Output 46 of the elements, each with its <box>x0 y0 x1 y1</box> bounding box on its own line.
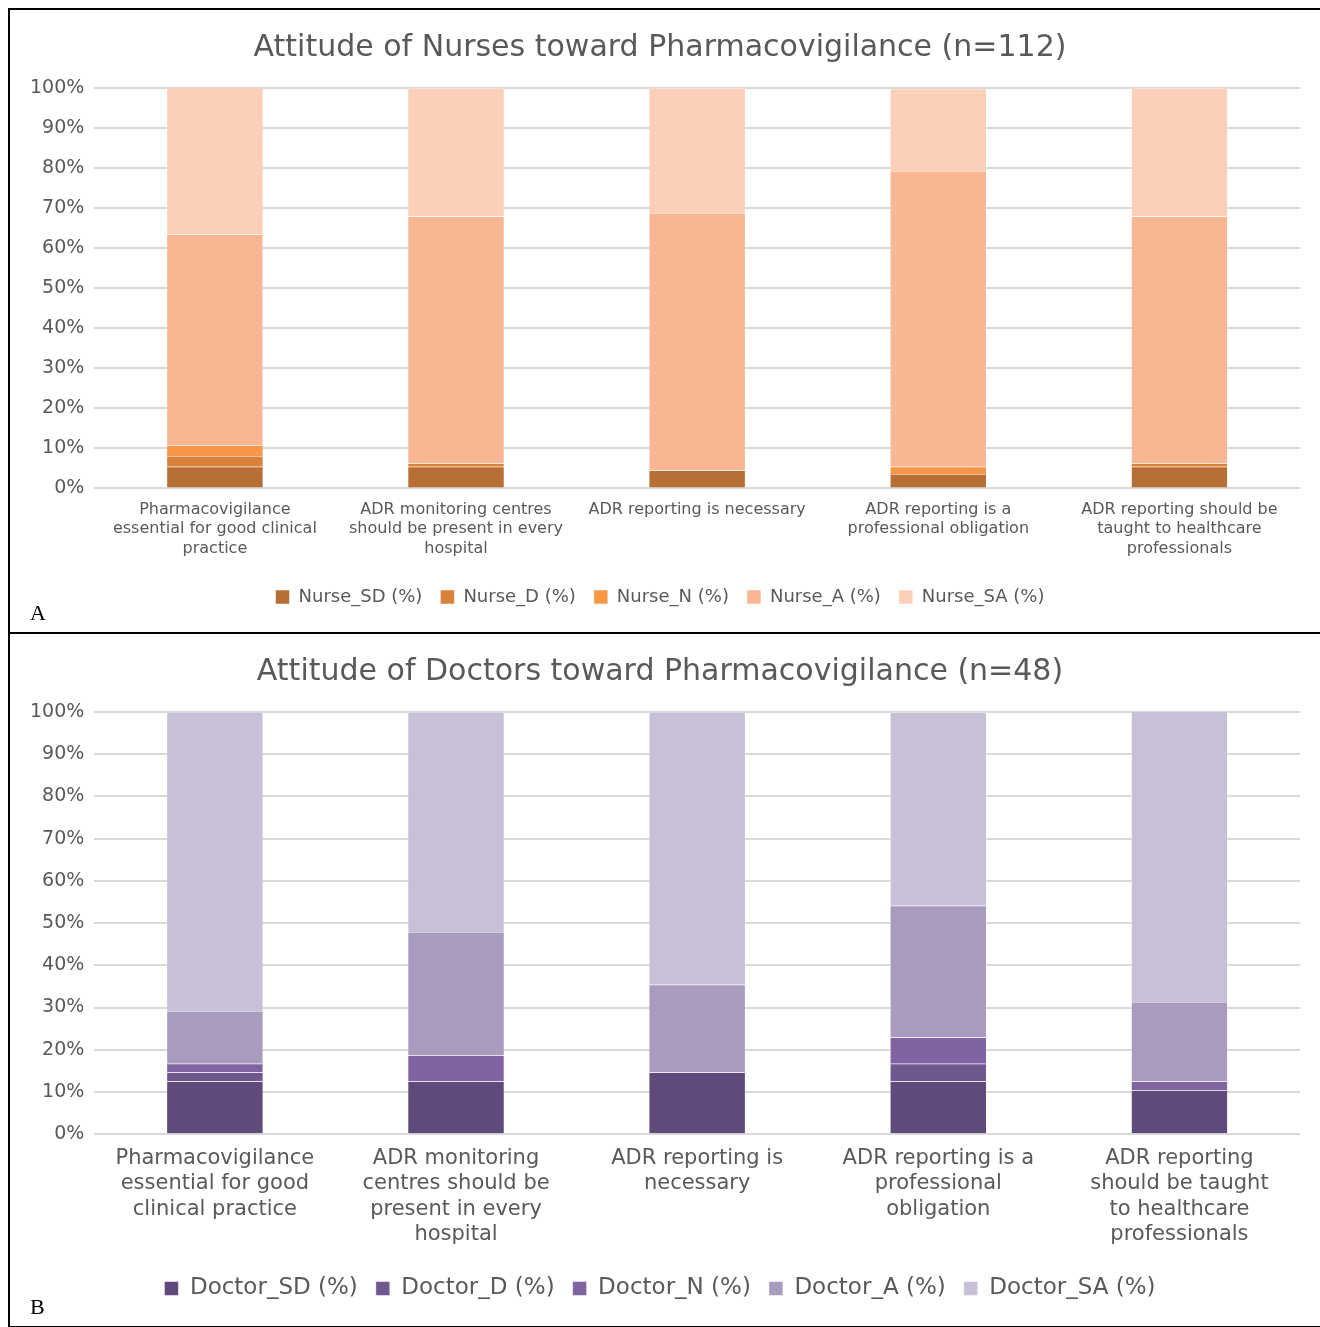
y-tick-label: 70% <box>42 825 85 848</box>
legend-label: Doctor_SA (%) <box>989 1273 1156 1300</box>
x-tick-label: ADR reporting is a professional obligation <box>842 1145 1035 1220</box>
chart-title: Attitude of Doctors toward Pharmacovigilance (n=48) <box>256 651 1064 687</box>
x-tick-label: Pharmacovigilance essential for good clinical practice <box>112 499 317 557</box>
x-tick-label: ADR reporting is a professional obligation <box>847 499 1030 538</box>
legend-label: Nurse_A (%) <box>769 584 881 607</box>
y-tick-label: 80% <box>42 155 85 178</box>
x-tick-label: ADR monitoring centres should be present in every hospital <box>362 1145 550 1245</box>
legend-label: Nurse_N (%) <box>616 584 729 607</box>
text: B <box>30 1294 45 1320</box>
y-tick-label: 40% <box>42 315 85 338</box>
y-tick-label: 50% <box>42 275 85 298</box>
legend-label: Doctor_D (%) <box>401 1273 555 1300</box>
y-tick-label: 80% <box>42 783 85 806</box>
y-tick-label: 30% <box>42 355 85 378</box>
x-tick-label: ADR reporting should be taught to healthcare professionals <box>1090 1145 1269 1245</box>
y-tick-label: 0% <box>54 475 85 498</box>
y-tick-label: 30% <box>42 994 85 1017</box>
y-tick-label: 10% <box>42 435 85 458</box>
x-tick-label: ADR reporting is necessary <box>611 1145 784 1195</box>
y-tick-label: 90% <box>42 114 85 137</box>
y-tick-label: 50% <box>42 910 85 933</box>
chart-title: Attitude of Nurses toward Pharmacovigilance (n=112) <box>253 27 1067 63</box>
y-tick-label: 90% <box>42 741 85 764</box>
x-tick-label: ADR reporting is necessary <box>588 499 806 519</box>
legend-label: Doctor_N (%) <box>598 1273 751 1300</box>
y-tick-label: 10% <box>42 1078 85 1101</box>
legend-label: Doctor_SD (%) <box>189 1273 358 1300</box>
x-tick-label: Pharmacovigilance essential for good clinical practice <box>115 1145 315 1220</box>
text: A <box>30 600 46 626</box>
legend-label: Nurse_D (%) <box>463 584 576 607</box>
y-tick-label: 40% <box>42 952 85 975</box>
y-tick-label: 100% <box>29 74 85 97</box>
y-tick-label: 100% <box>29 698 85 721</box>
x-tick-label: ADR reporting should be taught to healthcare professionals <box>1081 499 1278 557</box>
y-tick-label: 70% <box>42 195 85 218</box>
y-tick-label: 20% <box>42 395 85 418</box>
y-tick-label: 20% <box>42 1036 85 1059</box>
x-tick-label: ADR monitoring centres should be present in every hospital <box>349 499 564 557</box>
legend-label: Nurse_SD (%) <box>298 584 423 607</box>
y-tick-label: 0% <box>54 1121 85 1144</box>
legend-label: Doctor_A (%) <box>794 1273 946 1300</box>
legend-label: Nurse_SA (%) <box>921 584 1045 607</box>
y-tick-label: 60% <box>42 235 85 258</box>
y-tick-label: 60% <box>42 867 85 890</box>
